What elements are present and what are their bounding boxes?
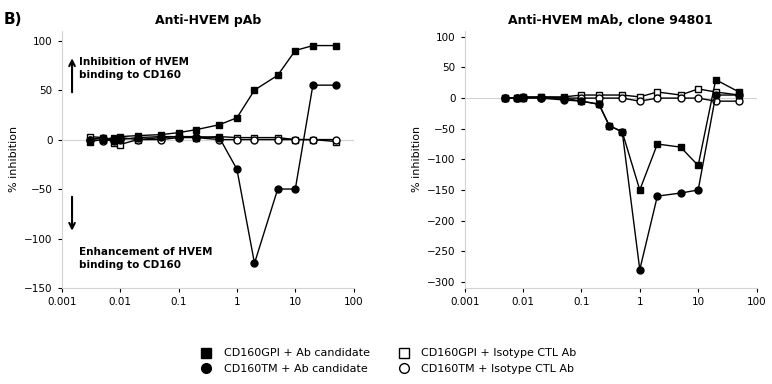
Text: B): B) (4, 12, 22, 26)
Y-axis label: % inhibition: % inhibition (8, 126, 19, 192)
Y-axis label: % inhibition: % inhibition (411, 126, 422, 192)
Text: Enhancement of HVEM
binding to CD160: Enhancement of HVEM binding to CD160 (80, 247, 213, 270)
Text: Inhibition of HVEM
binding to CD160: Inhibition of HVEM binding to CD160 (80, 57, 189, 80)
Title: Anti-HVEM pAb: Anti-HVEM pAb (154, 14, 261, 27)
Legend: CD160GPI + Ab candidate, CD160TM + Ab candidate, CD160GPI + Isotype CTL Ab, CD16: CD160GPI + Ab candidate, CD160TM + Ab ca… (191, 344, 581, 379)
Title: Anti-HVEM mAb, clone 94801: Anti-HVEM mAb, clone 94801 (508, 14, 713, 27)
